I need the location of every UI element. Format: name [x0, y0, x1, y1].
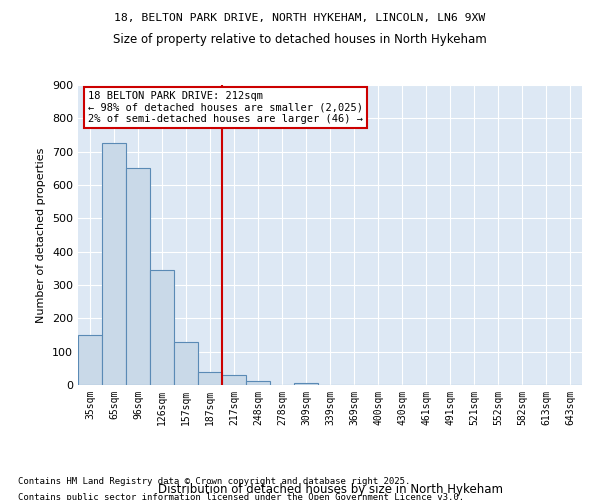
Bar: [174, 342, 198, 385]
Bar: [222, 375, 246, 385]
Bar: [126, 168, 150, 385]
Bar: [102, 144, 126, 385]
Text: Contains public sector information licensed under the Open Government Licence v3: Contains public sector information licen…: [18, 492, 464, 500]
X-axis label: Distribution of detached houses by size in North Hykeham: Distribution of detached houses by size …: [157, 484, 503, 496]
Text: Contains HM Land Registry data © Crown copyright and database right 2025.: Contains HM Land Registry data © Crown c…: [18, 478, 410, 486]
Bar: [246, 381, 270, 385]
Bar: [294, 384, 318, 385]
Y-axis label: Number of detached properties: Number of detached properties: [37, 148, 46, 322]
Bar: [198, 372, 222, 385]
Text: Size of property relative to detached houses in North Hykeham: Size of property relative to detached ho…: [113, 32, 487, 46]
Text: 18 BELTON PARK DRIVE: 212sqm
← 98% of detached houses are smaller (2,025)
2% of : 18 BELTON PARK DRIVE: 212sqm ← 98% of de…: [88, 91, 363, 124]
Bar: [150, 270, 174, 385]
Bar: [78, 335, 102, 385]
Text: 18, BELTON PARK DRIVE, NORTH HYKEHAM, LINCOLN, LN6 9XW: 18, BELTON PARK DRIVE, NORTH HYKEHAM, LI…: [115, 12, 485, 22]
